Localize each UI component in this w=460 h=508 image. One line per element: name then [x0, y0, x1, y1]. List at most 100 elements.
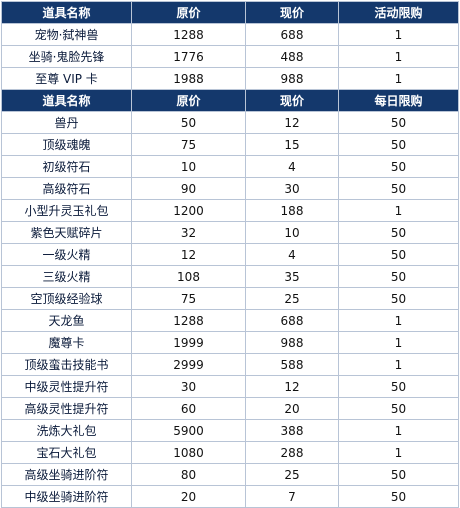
current-price-cell: 688	[245, 23, 339, 46]
item-name-cell: 初级符石	[1, 155, 132, 178]
table-row: 至尊 VIP 卡 1988 988 1	[1, 67, 459, 90]
current-price-cell: 4	[245, 243, 339, 266]
purchase-limit-cell: 1	[338, 353, 459, 376]
table-row: 坐骑·鬼脸先锋 1776 488 1	[1, 45, 459, 68]
header-purchase-limit: 每日限购	[338, 89, 459, 112]
original-price-cell: 80	[131, 463, 246, 486]
item-name-cell: 三级火精	[1, 265, 132, 288]
current-price-cell: 7	[245, 485, 339, 508]
item-name-cell: 天龙鱼	[1, 309, 132, 332]
purchase-limit-cell: 1	[338, 67, 459, 90]
original-price-cell: 75	[131, 133, 246, 156]
item-name-cell: 高级符石	[1, 177, 132, 200]
original-price-cell: 5900	[131, 419, 246, 442]
table-row: 天龙鱼 1288 688 1	[1, 309, 459, 332]
item-name-cell: 中级灵性提升符	[1, 375, 132, 398]
table-row: 高级坐骑进阶符 80 25 50	[1, 463, 459, 486]
table-row: 三级火精 108 35 50	[1, 265, 459, 288]
header-item-name: 道具名称	[1, 1, 132, 24]
item-name-cell: 紫色天赋碎片	[1, 221, 132, 244]
purchase-limit-cell: 1	[338, 45, 459, 68]
purchase-limit-cell: 50	[338, 177, 459, 200]
purchase-limit-cell: 1	[338, 331, 459, 354]
purchase-limit-cell: 1	[338, 199, 459, 222]
table-row: 紫色天赋碎片 32 10 50	[1, 221, 459, 244]
header-row-1: 道具名称 原价 现价 活动限购	[1, 1, 459, 24]
original-price-cell: 1776	[131, 45, 246, 68]
current-price-cell: 988	[245, 331, 339, 354]
table-row: 中级灵性提升符 30 12 50	[1, 375, 459, 398]
table-row: 宝石大礼包 1080 288 1	[1, 441, 459, 464]
current-price-cell: 388	[245, 419, 339, 442]
purchase-limit-cell: 1	[338, 419, 459, 442]
purchase-limit-cell: 50	[338, 155, 459, 178]
original-price-cell: 10	[131, 155, 246, 178]
current-price-cell: 12	[245, 111, 339, 134]
original-price-cell: 75	[131, 287, 246, 310]
item-name-cell: 坐骑·鬼脸先锋	[1, 45, 132, 68]
purchase-limit-cell: 50	[338, 375, 459, 398]
current-price-cell: 4	[245, 155, 339, 178]
table-row: 兽丹 50 12 50	[1, 111, 459, 134]
original-price-cell: 60	[131, 397, 246, 420]
purchase-limit-cell: 50	[338, 133, 459, 156]
table-row: 高级灵性提升符 60 20 50	[1, 397, 459, 420]
table-row: 中级坐骑进阶符 20 7 50	[1, 485, 459, 508]
item-name-cell: 小型升灵玉礼包	[1, 199, 132, 222]
current-price-cell: 488	[245, 45, 339, 68]
current-price-cell: 25	[245, 287, 339, 310]
header-original-price: 原价	[131, 1, 246, 24]
current-price-cell: 25	[245, 463, 339, 486]
original-price-cell: 108	[131, 265, 246, 288]
original-price-cell: 1988	[131, 67, 246, 90]
original-price-cell: 1999	[131, 331, 246, 354]
original-price-cell: 32	[131, 221, 246, 244]
table-row: 高级符石 90 30 50	[1, 177, 459, 200]
original-price-cell: 30	[131, 375, 246, 398]
original-price-cell: 1200	[131, 199, 246, 222]
table-row: 顶级魂魄 75 15 50	[1, 133, 459, 156]
header-current-price: 现价	[245, 1, 339, 24]
header-original-price: 原价	[131, 89, 246, 112]
purchase-limit-cell: 1	[338, 441, 459, 464]
item-name-cell: 魔尊卡	[1, 331, 132, 354]
item-name-cell: 顶级魂魄	[1, 133, 132, 156]
item-name-cell: 宝石大礼包	[1, 441, 132, 464]
current-price-cell: 12	[245, 375, 339, 398]
current-price-cell: 688	[245, 309, 339, 332]
original-price-cell: 1288	[131, 309, 246, 332]
purchase-limit-cell: 50	[338, 397, 459, 420]
original-price-cell: 20	[131, 485, 246, 508]
purchase-limit-cell: 1	[338, 23, 459, 46]
original-price-cell: 12	[131, 243, 246, 266]
current-price-cell: 988	[245, 67, 339, 90]
item-name-cell: 高级坐骑进阶符	[1, 463, 132, 486]
current-price-cell: 588	[245, 353, 339, 376]
header-current-price: 现价	[245, 89, 339, 112]
current-price-cell: 15	[245, 133, 339, 156]
purchase-limit-cell: 50	[338, 485, 459, 508]
current-price-cell: 20	[245, 397, 339, 420]
purchase-limit-cell: 50	[338, 287, 459, 310]
table-row: 空顶级经验球 75 25 50	[1, 287, 459, 310]
item-name-cell: 一级火精	[1, 243, 132, 266]
header-item-name: 道具名称	[1, 89, 132, 112]
purchase-limit-cell: 50	[338, 221, 459, 244]
item-name-cell: 高级灵性提升符	[1, 397, 132, 420]
current-price-cell: 10	[245, 221, 339, 244]
current-price-cell: 288	[245, 441, 339, 464]
item-name-cell: 洗炼大礼包	[1, 419, 132, 442]
item-name-cell: 顶级蛮击技能书	[1, 353, 132, 376]
item-name-cell: 至尊 VIP 卡	[1, 67, 132, 90]
purchase-limit-cell: 50	[338, 111, 459, 134]
original-price-cell: 50	[131, 111, 246, 134]
purchase-limit-cell: 50	[338, 243, 459, 266]
table-row: 魔尊卡 1999 988 1	[1, 331, 459, 354]
purchase-limit-cell: 50	[338, 265, 459, 288]
item-name-cell: 宠物·弑神兽	[1, 23, 132, 46]
table-row: 一级火精 12 4 50	[1, 243, 459, 266]
original-price-cell: 1288	[131, 23, 246, 46]
